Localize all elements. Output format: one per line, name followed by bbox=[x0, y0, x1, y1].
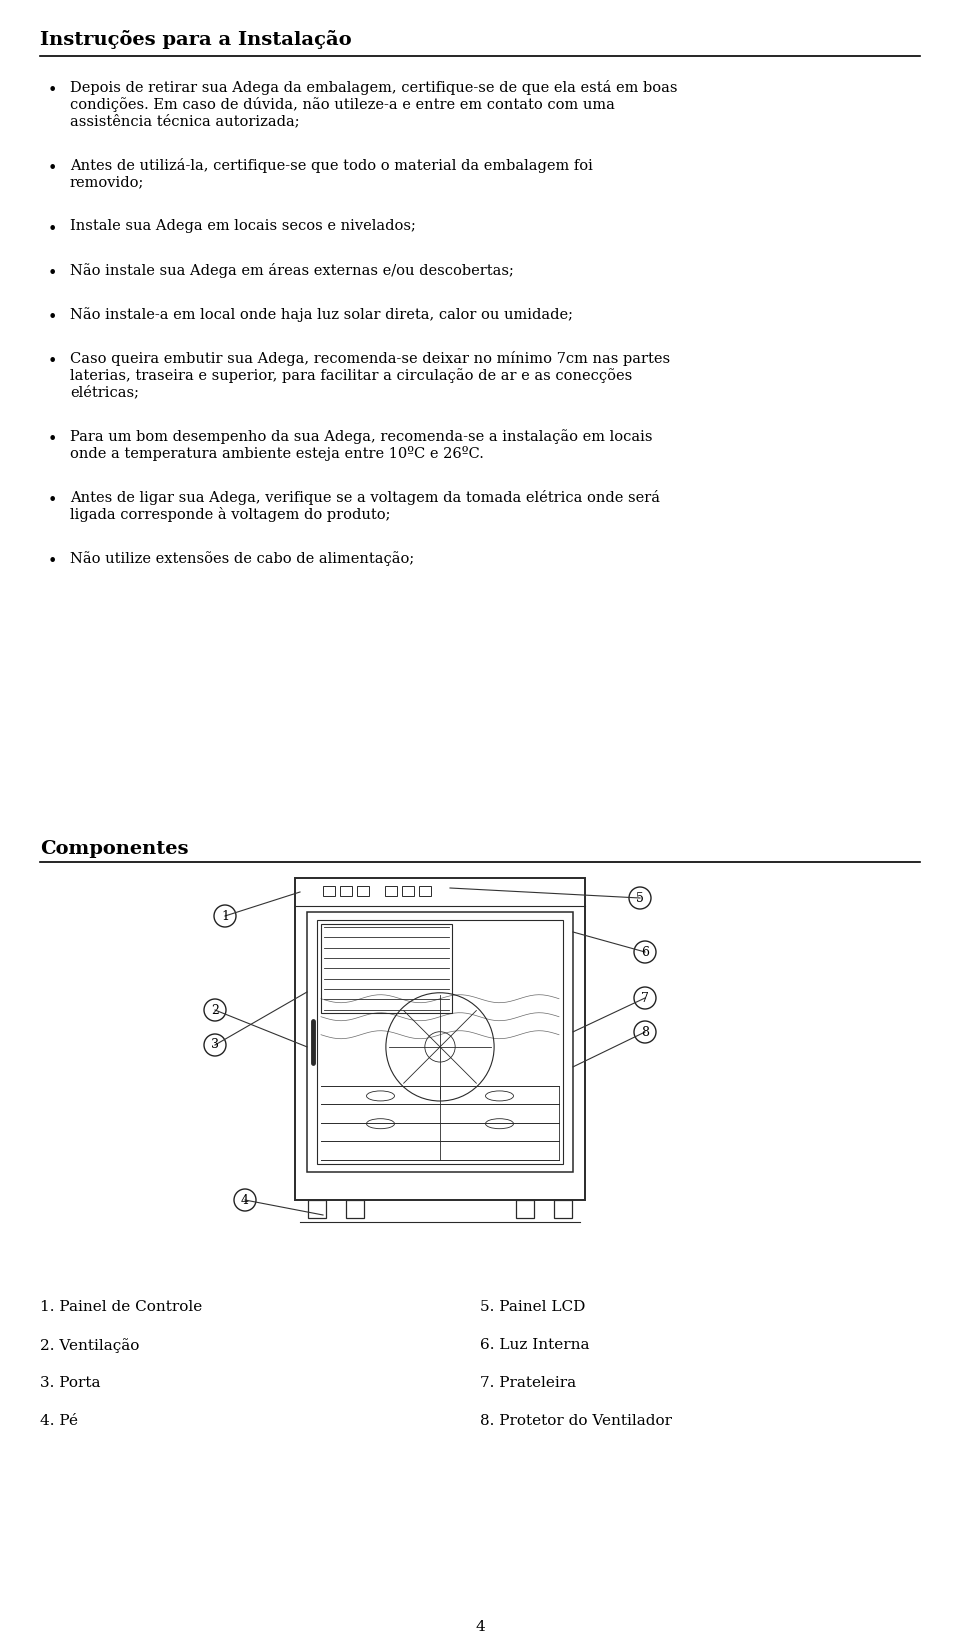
Text: 5: 5 bbox=[636, 892, 644, 905]
Bar bbox=[323, 887, 335, 897]
Text: 8: 8 bbox=[641, 1025, 649, 1038]
Text: Instale sua Adega em locais secos e nivelados;: Instale sua Adega em locais secos e nive… bbox=[70, 219, 416, 232]
Text: Antes de ligar sua Adega, verifique se a voltagem da tomada elétrica onde será
l: Antes de ligar sua Adega, verifique se a… bbox=[70, 489, 660, 522]
Text: 3. Porta: 3. Porta bbox=[40, 1376, 101, 1389]
Text: •: • bbox=[48, 82, 58, 99]
Text: Instruções para a Instalação: Instruções para a Instalação bbox=[40, 30, 351, 49]
Bar bbox=[402, 887, 414, 897]
Text: 7: 7 bbox=[641, 992, 649, 1005]
Text: 7. Prateleira: 7. Prateleira bbox=[480, 1376, 576, 1389]
Text: Não utilize extensões de cabo de alimentação;: Não utilize extensões de cabo de aliment… bbox=[70, 550, 415, 565]
Text: •: • bbox=[48, 554, 58, 570]
Text: Caso queira embutir sua Adega, recomenda-se deixar no mínimo 7cm nas partes
late: Caso queira embutir sua Adega, recomenda… bbox=[70, 351, 670, 399]
Text: •: • bbox=[48, 353, 58, 371]
Text: 3: 3 bbox=[211, 1038, 219, 1051]
Text: •: • bbox=[48, 221, 58, 237]
Text: Não instale sua Adega em áreas externas e/ou descobertas;: Não instale sua Adega em áreas externas … bbox=[70, 264, 514, 279]
Text: 1. Painel de Controle: 1. Painel de Controle bbox=[40, 1300, 203, 1313]
Bar bbox=[516, 1200, 534, 1218]
Bar bbox=[385, 887, 397, 897]
Bar bbox=[295, 878, 585, 1200]
Text: 5. Painel LCD: 5. Painel LCD bbox=[480, 1300, 586, 1313]
Text: Depois de retirar sua Adega da embalagem, certifique-se de que ela está em boas
: Depois de retirar sua Adega da embalagem… bbox=[70, 81, 678, 129]
Text: •: • bbox=[48, 432, 58, 448]
Bar bbox=[357, 887, 369, 897]
Text: Para um bom desempenho da sua Adega, recomenda-se a instalação em locais
onde a : Para um bom desempenho da sua Adega, rec… bbox=[70, 428, 653, 461]
Text: 4: 4 bbox=[241, 1193, 249, 1206]
Text: Não instale-a em local onde haja luz solar direta, calor ou umidade;: Não instale-a em local onde haja luz sol… bbox=[70, 307, 573, 321]
Bar bbox=[340, 887, 352, 897]
Text: 6: 6 bbox=[641, 946, 649, 959]
Text: Componentes: Componentes bbox=[40, 840, 188, 859]
Text: Antes de utilizá-la, certifique-se que todo o material da embalagem foi
removido: Antes de utilizá-la, certifique-se que t… bbox=[70, 158, 593, 190]
Text: 4. Pé: 4. Pé bbox=[40, 1414, 78, 1429]
Bar bbox=[346, 1200, 364, 1218]
Bar bbox=[307, 911, 573, 1172]
Text: •: • bbox=[48, 310, 58, 326]
Bar bbox=[321, 925, 452, 1014]
Text: 4: 4 bbox=[475, 1620, 485, 1635]
Text: 8. Protetor do Ventilador: 8. Protetor do Ventilador bbox=[480, 1414, 672, 1429]
Text: 2: 2 bbox=[211, 1004, 219, 1017]
Bar bbox=[419, 887, 431, 897]
Text: •: • bbox=[48, 493, 58, 509]
Text: •: • bbox=[48, 160, 58, 176]
Text: 2. Ventilação: 2. Ventilação bbox=[40, 1338, 139, 1353]
Text: 6. Luz Interna: 6. Luz Interna bbox=[480, 1338, 589, 1351]
Bar bbox=[317, 920, 563, 1163]
Text: •: • bbox=[48, 265, 58, 282]
Bar bbox=[308, 1200, 326, 1218]
Text: 1: 1 bbox=[221, 910, 229, 923]
Bar bbox=[554, 1200, 572, 1218]
